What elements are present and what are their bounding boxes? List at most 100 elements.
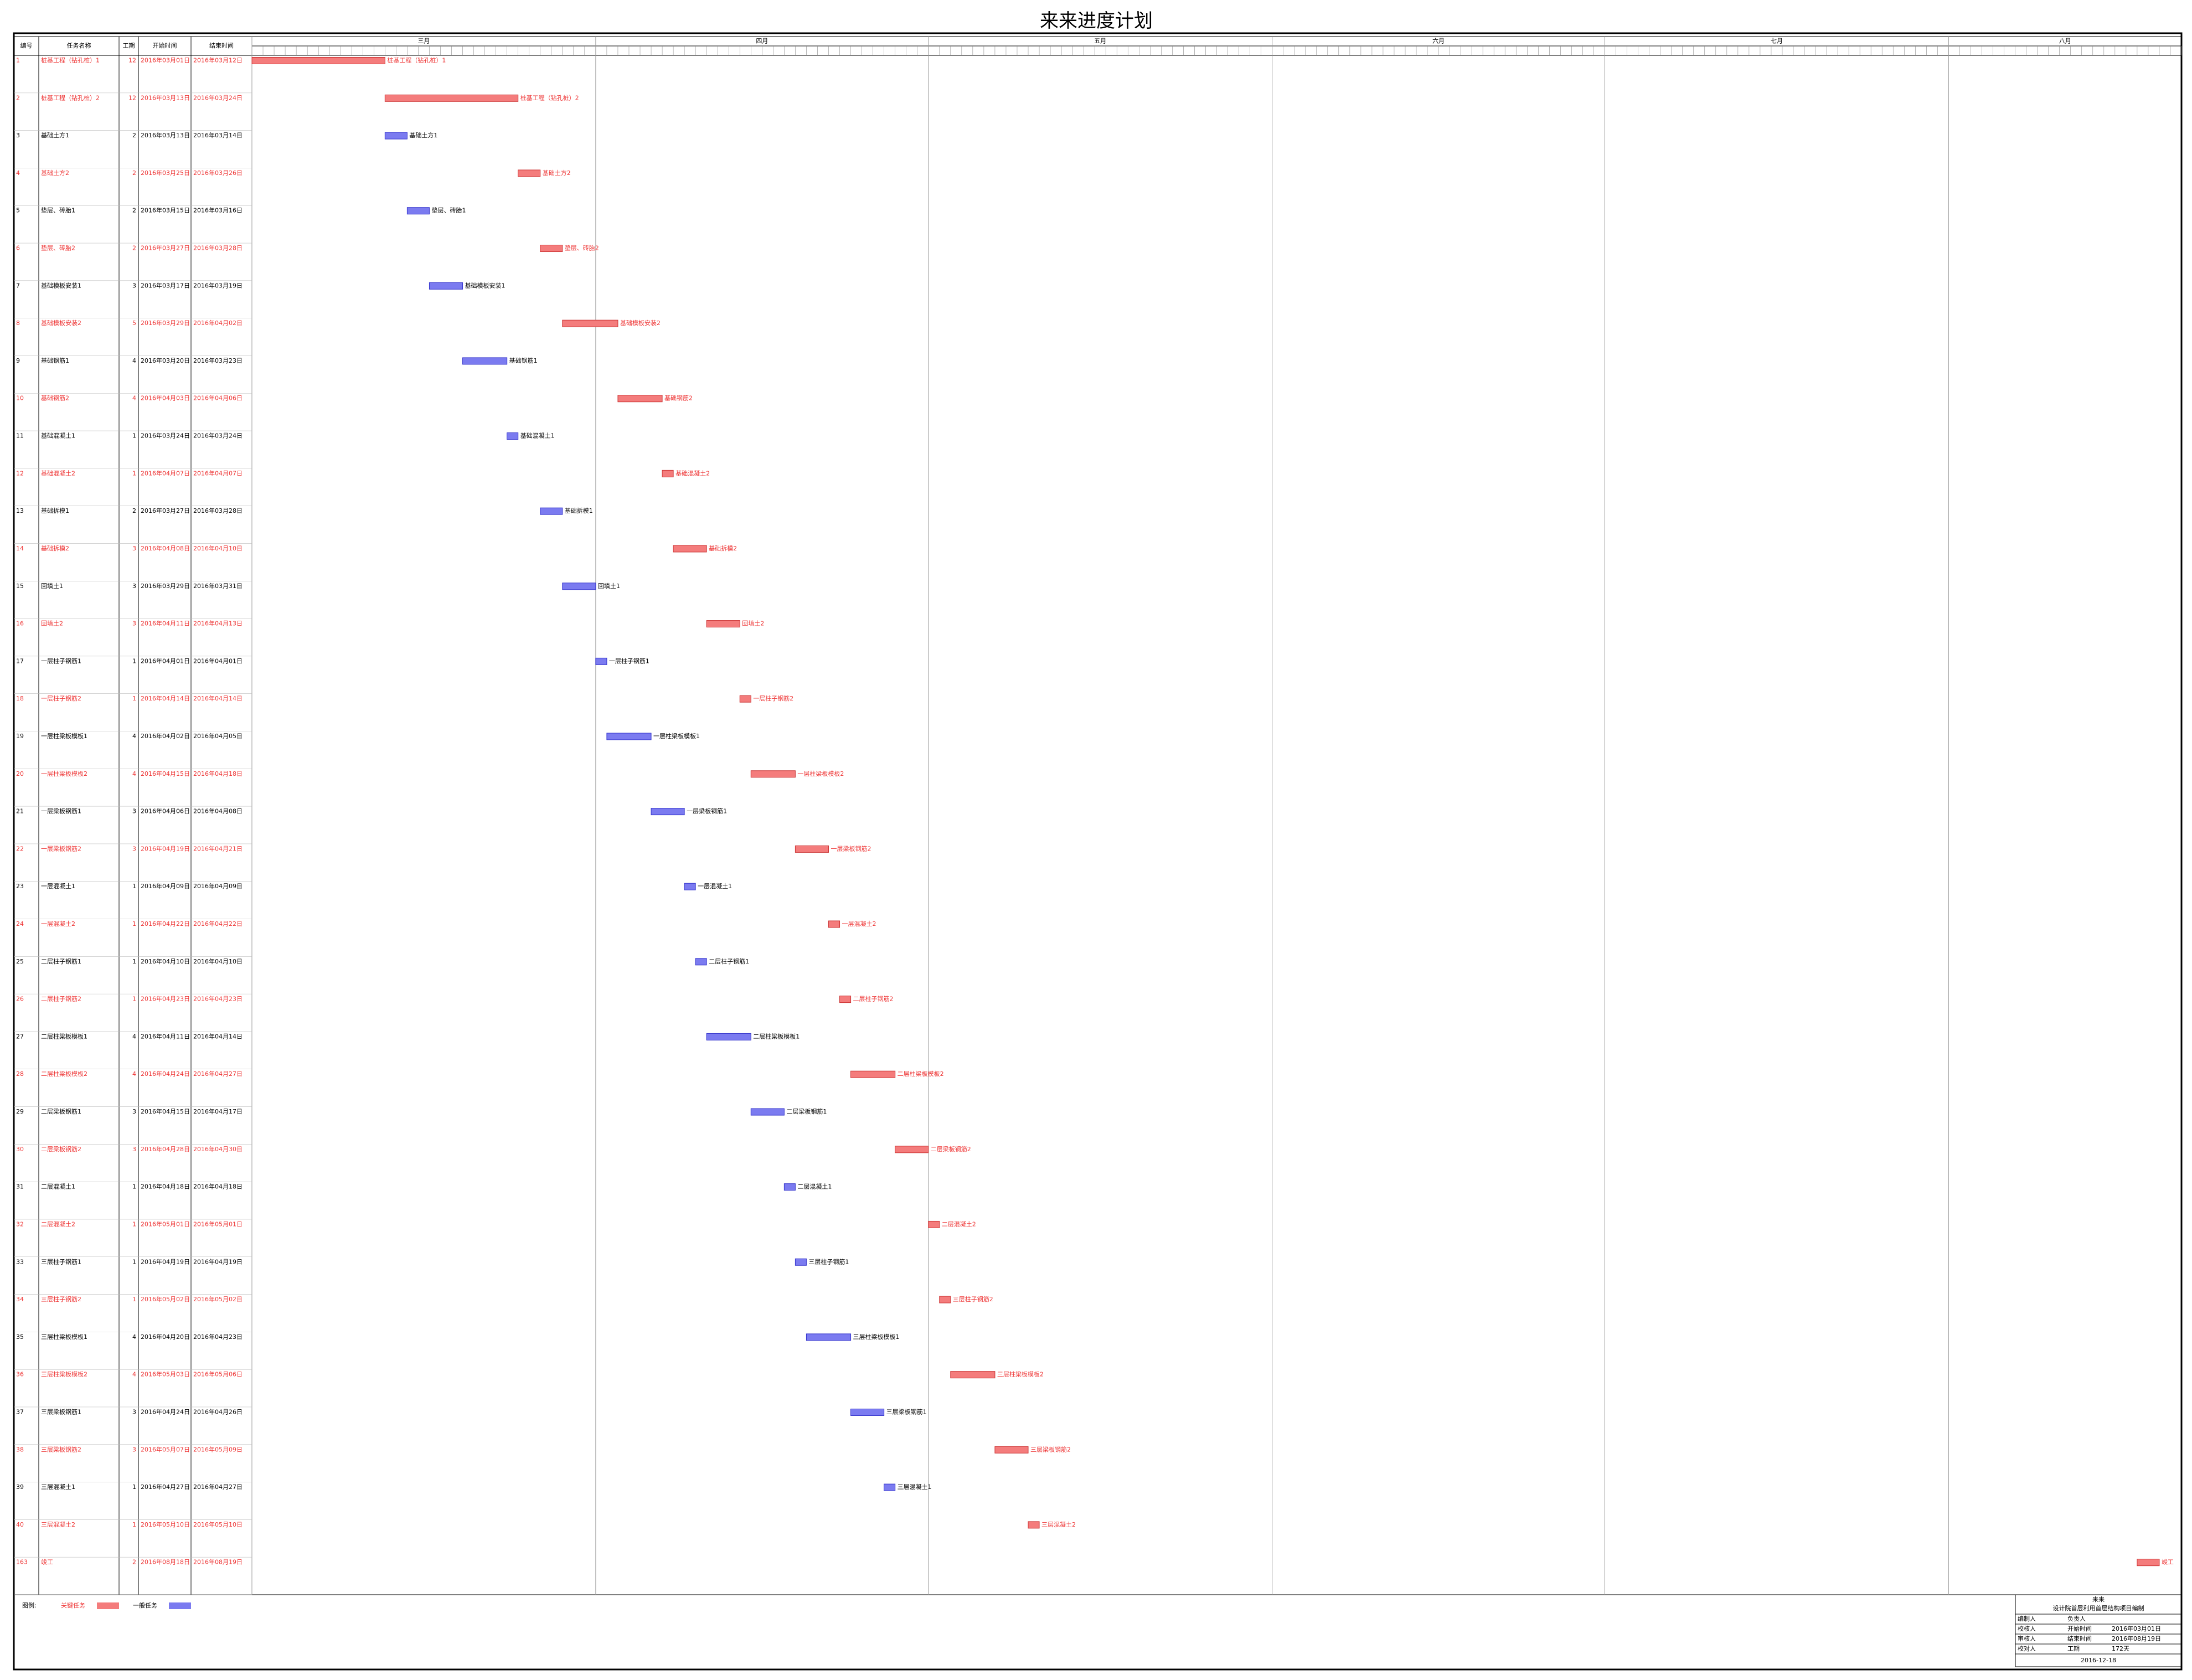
- task-bar: [706, 1033, 751, 1040]
- task-start: 2016年03月13日: [141, 94, 190, 101]
- task-start: 2016年04月24日: [141, 1070, 190, 1078]
- legend-label: 一般任务: [133, 1602, 157, 1609]
- task-bar: [850, 1070, 896, 1078]
- task-end: 2016年03月23日: [193, 357, 243, 364]
- task-bar: [540, 507, 563, 515]
- footer-table: [2015, 1594, 2182, 1667]
- task-end: 2016年03月24日: [193, 94, 243, 101]
- task-start: 2016年04月02日: [141, 732, 190, 740]
- task-duration: 3: [132, 1408, 136, 1415]
- task-name: 二层混凝土1: [41, 1183, 75, 1191]
- task-bar: [939, 1296, 951, 1303]
- task-duration: 1: [132, 1183, 136, 1191]
- bar-label: 回填土2: [742, 620, 764, 627]
- task-end: 2016年04月09日: [193, 882, 243, 890]
- task-name: 二层柱梁板模板2: [41, 1070, 87, 1078]
- task-id: 29: [16, 1108, 24, 1115]
- task-end: 2016年03月12日: [193, 56, 243, 64]
- task-end: 2016年05月09日: [193, 1445, 243, 1453]
- footer-cell: 审核人: [2018, 1635, 2036, 1642]
- month-label: 六月: [1432, 38, 1445, 45]
- task-duration: 1: [132, 883, 136, 890]
- task-end: 2016年03月31日: [193, 582, 243, 590]
- task-id: 1: [16, 57, 20, 64]
- task-duration: 2: [132, 132, 136, 139]
- task-name: 二层柱子钢筋2: [41, 995, 81, 1003]
- task-name: 一层柱子钢筋2: [41, 694, 81, 702]
- task-name: 垫层、砖胎2: [41, 244, 75, 252]
- task-duration: 3: [132, 1108, 136, 1115]
- task-id: 31: [16, 1183, 24, 1191]
- task-duration: 4: [132, 770, 136, 777]
- bar-label: 三层柱子钢筋1: [808, 1258, 849, 1265]
- task-duration: 12: [128, 57, 136, 64]
- task-start: 2016年04月23日: [141, 995, 190, 1003]
- task-end: 2016年03月24日: [193, 432, 243, 440]
- task-duration: 2: [132, 1559, 136, 1566]
- task-bar: [384, 132, 408, 140]
- bar-label: 一层混凝土1: [698, 882, 732, 890]
- footer-cell: 负责人: [2067, 1615, 2086, 1622]
- task-name: 二层柱子钢筋1: [41, 957, 81, 965]
- task-end: 2016年04月19日: [193, 1258, 243, 1265]
- task-bar: [950, 1371, 996, 1379]
- task-name: 基础混凝土2: [41, 469, 75, 477]
- task-bar: [750, 1108, 785, 1116]
- task-id: 39: [16, 1483, 24, 1491]
- column-header: 结束时间: [209, 42, 234, 49]
- task-name: 三层梁板钢筋1: [41, 1408, 81, 1415]
- task-start: 2016年03月15日: [141, 207, 190, 214]
- task-name: 一层柱子钢筋1: [41, 657, 81, 664]
- task-id: 23: [16, 883, 24, 890]
- task-name: 基础土方2: [41, 169, 69, 177]
- task-id: 25: [16, 958, 24, 965]
- task-name: 基础拆模2: [41, 544, 69, 552]
- task-duration: 1: [132, 695, 136, 702]
- task-duration: 5: [132, 319, 136, 327]
- bar-label: 垫层、砖胎1: [431, 207, 466, 214]
- bar-label: 桩基工程（钻孔桩）1: [387, 56, 446, 64]
- month-label: 七月: [1771, 38, 1783, 45]
- task-name: 三层柱梁板模板2: [41, 1370, 87, 1378]
- task-end: 2016年05月02日: [193, 1295, 243, 1303]
- task-end: 2016年03月16日: [193, 207, 243, 214]
- task-start: 2016年04月14日: [141, 694, 190, 702]
- task-name: 二层梁板钢筋1: [41, 1107, 81, 1115]
- task-start: 2016年03月17日: [141, 281, 190, 289]
- task-bar: [806, 1333, 852, 1341]
- task-bar: [651, 808, 685, 816]
- bar-label: 基础土方2: [543, 169, 571, 177]
- bar-label: 基础混凝土2: [675, 469, 710, 477]
- task-bar: [540, 245, 563, 252]
- task-id: 20: [16, 770, 24, 777]
- task-duration: 4: [132, 1371, 136, 1378]
- task-id: 34: [16, 1296, 24, 1303]
- task-bar: [429, 282, 463, 290]
- task-start: 2016年08月18日: [141, 1558, 190, 1566]
- task-duration: 4: [132, 395, 136, 402]
- task-id: 11: [16, 432, 24, 440]
- footer-cell: 172天: [2112, 1645, 2129, 1652]
- task-start: 2016年03月01日: [141, 56, 190, 64]
- bar-label: 二层柱梁板模板1: [753, 1032, 800, 1040]
- task-id: 16: [16, 620, 24, 627]
- task-duration: 2: [132, 507, 136, 514]
- task-name: 一层梁板钢筋1: [41, 807, 81, 815]
- task-end: 2016年04月01日: [193, 657, 243, 664]
- task-bar: [928, 1220, 940, 1228]
- bar-label: 二层混凝土2: [942, 1220, 976, 1228]
- column-header: 开始时间: [153, 42, 177, 49]
- task-end: 2016年04月06日: [193, 394, 243, 402]
- task-id: 18: [16, 695, 24, 702]
- task-bar: [994, 1446, 1029, 1454]
- bar-label: 一层混凝土2: [842, 920, 876, 927]
- task-duration: 3: [132, 845, 136, 852]
- task-bar: [795, 845, 829, 853]
- task-id: 19: [16, 733, 24, 740]
- task-start: 2016年04月27日: [141, 1483, 190, 1491]
- bar-label: 一层柱梁板模板2: [797, 770, 844, 777]
- task-bar: [2137, 1559, 2160, 1566]
- task-end: 2016年04月02日: [193, 319, 243, 327]
- task-start: 2016年04月15日: [141, 1107, 190, 1115]
- task-end: 2016年04月18日: [193, 770, 243, 777]
